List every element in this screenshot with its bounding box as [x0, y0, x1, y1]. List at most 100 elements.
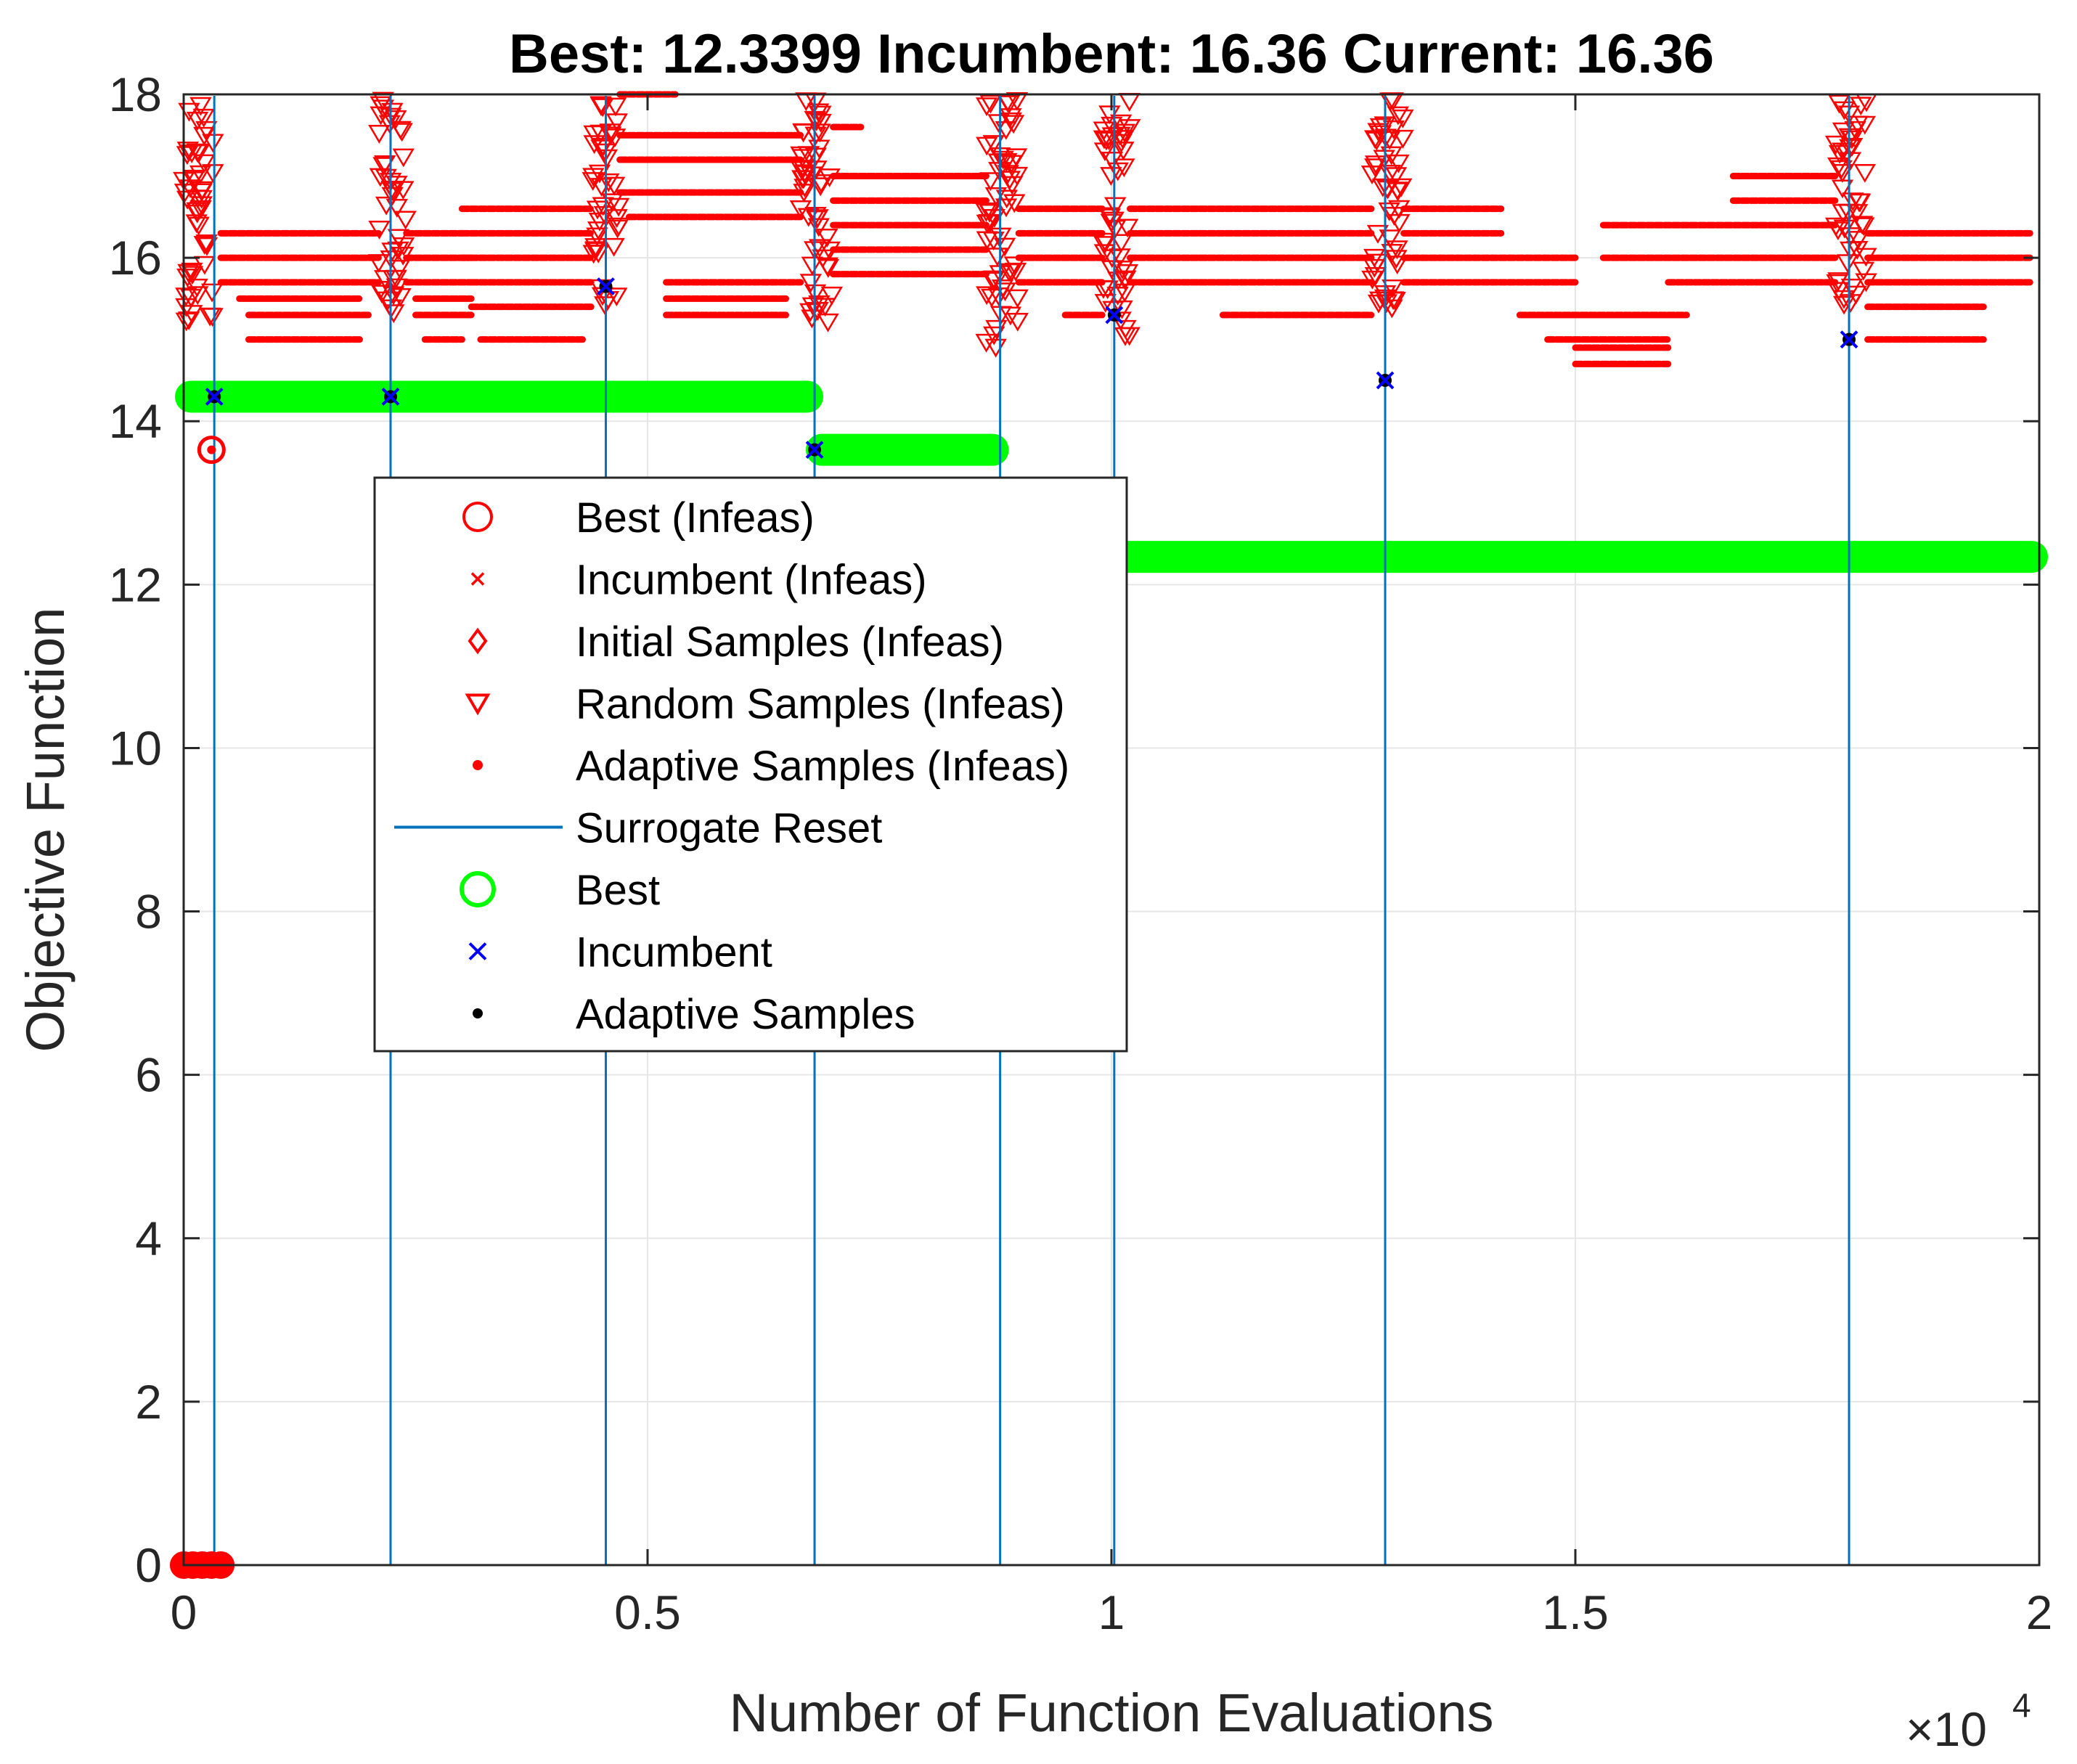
random-sample-marker: [193, 256, 216, 275]
random-sample-marker: [807, 302, 829, 321]
random-sample-marker: [987, 114, 1010, 134]
legend-circle-icon: [460, 871, 496, 907]
random-sample-marker: [1848, 193, 1870, 213]
random-sample-marker: [809, 113, 832, 133]
x-axis-label: Number of Function Evaluations: [730, 1683, 1494, 1743]
legend-label: Random Samples (Infeas): [576, 681, 1065, 728]
random-sample-marker: [1364, 155, 1387, 175]
random-sample-marker: [1101, 151, 1124, 171]
random-sample-marker: [1114, 283, 1136, 303]
random-sample-marker: [983, 326, 1005, 346]
random-sample-marker: [979, 94, 1002, 114]
random-sample-marker: [1111, 260, 1134, 279]
x-exponent: ×10 4: [1906, 1686, 2031, 1756]
random-sample-marker: [588, 212, 611, 232]
random-sample-marker: [1111, 130, 1134, 149]
random-sample-marker: [1846, 115, 1869, 135]
ticks: 0 0.5 1 1.5 2 0 2 4 6 8 10 12 14 16 18: [109, 68, 2053, 1639]
random-sample-marker: [792, 170, 815, 189]
random-sample-marker: [193, 154, 216, 173]
x-tick-label: 1.5: [1542, 1585, 1609, 1639]
random-sample-marker: [1005, 148, 1028, 168]
random-sample-marker: [592, 197, 614, 216]
random-sample-marker: [1386, 240, 1408, 260]
random-sample-marker: [392, 237, 415, 256]
random-sample-marker: [975, 97, 998, 117]
random-sample-marker: [605, 287, 628, 307]
y-tick-label: 0: [135, 1538, 162, 1592]
random-sample-marker: [1096, 280, 1119, 300]
random-sample-marker: [1093, 142, 1117, 162]
random-sample-marker: [185, 214, 208, 234]
random-sample-marker: [1110, 234, 1133, 253]
random-sample-marker: [1383, 207, 1405, 226]
random-sample-marker: [597, 173, 620, 192]
random-sample-marker: [195, 237, 219, 256]
random-sample-marker: [1094, 293, 1117, 313]
y-tick-label: 14: [109, 394, 162, 448]
random-sample-marker: [1828, 94, 1850, 114]
random-sample-marker: [179, 179, 202, 199]
random-sample-marker: [1828, 144, 1851, 164]
random-sample-marker: [180, 144, 203, 163]
random-sample-marker: [1002, 115, 1025, 134]
random-sample-marker: [392, 148, 415, 168]
random-sample-marker: [1093, 244, 1117, 264]
y-tick-label: 10: [109, 721, 162, 775]
random-sample-marker: [995, 121, 1017, 140]
x-tick-label: 1: [1098, 1585, 1125, 1639]
legend-item: Incumbent: [468, 929, 772, 976]
random-sample-marker: [976, 286, 998, 306]
incumbent-marker: [597, 277, 615, 295]
legend-box: [373, 476, 1128, 1053]
y-tick-label: 12: [109, 558, 162, 611]
random-sample-marker: [175, 312, 197, 332]
legend-label: Adaptive Samples: [576, 991, 915, 1038]
random-sample-marker: [588, 164, 611, 184]
random-sample-marker: [187, 286, 209, 306]
random-sample-marker: [1853, 217, 1875, 237]
random-sample-marker: [1852, 261, 1875, 281]
random-sample-marker: [1853, 163, 1876, 183]
random-sample-marker: [1824, 135, 1848, 155]
random-sample-marker: [793, 165, 816, 184]
random-sample-marker: [372, 91, 394, 111]
random-sample-marker: [1382, 279, 1404, 298]
random-sample-marker: [389, 121, 412, 140]
random-sample-marker: [1000, 176, 1024, 195]
random-sample-marker: [370, 285, 393, 304]
random-sample-marker: [1118, 327, 1140, 346]
random-sample-marker: [1831, 179, 1854, 199]
random-sample-marker: [801, 256, 824, 276]
random-sample-marker: [179, 288, 203, 308]
random-sample-marker: [592, 98, 614, 118]
random-sample-marker: [809, 105, 832, 125]
random-sample-cluster: [173, 97, 224, 332]
random-sample-marker: [603, 237, 625, 257]
random-sample-marker: [975, 333, 997, 353]
random-sample-marker: [385, 176, 408, 195]
best-infeasible-center: [207, 445, 216, 454]
random-sample-marker: [605, 113, 629, 133]
random-sample-marker: [190, 189, 213, 209]
random-sample-marker: [1116, 264, 1139, 283]
random-sample-marker: [976, 231, 998, 250]
random-sample-marker: [202, 134, 224, 153]
random-sample-marker: [584, 241, 607, 261]
random-sample-marker: [195, 121, 218, 140]
random-sample-marker: [1836, 254, 1859, 274]
legend-label: Best: [576, 867, 660, 914]
random-sample-marker: [1113, 158, 1135, 178]
random-sample-marker: [1384, 292, 1406, 311]
random-sample-marker: [809, 177, 832, 197]
random-sample-marker: [383, 304, 405, 324]
x-tick-label: 0.5: [614, 1585, 681, 1639]
random-sample-marker: [603, 176, 626, 196]
random-sample-marker: [1830, 160, 1853, 179]
random-sample-marker: [1116, 219, 1139, 238]
x-tick-label: 2: [2026, 1585, 2053, 1639]
random-sample-marker: [992, 150, 1014, 170]
random-sample-marker: [586, 227, 608, 247]
legend-x-icon: [468, 942, 487, 960]
legend-label: Incumbent (Infeas): [576, 557, 927, 604]
